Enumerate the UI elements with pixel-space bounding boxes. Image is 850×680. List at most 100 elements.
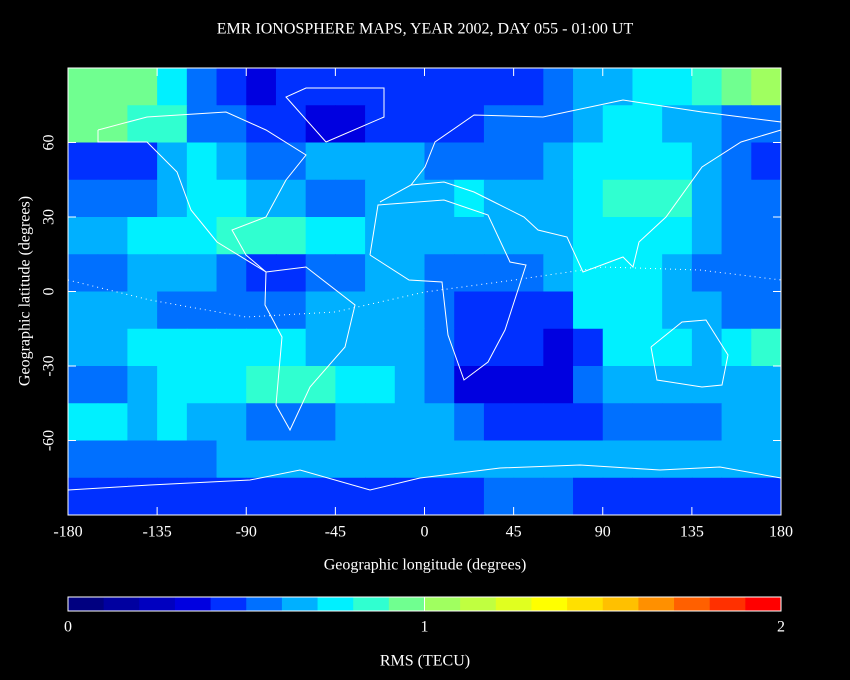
heatmap-cell bbox=[216, 440, 247, 479]
heatmap-cell bbox=[721, 217, 752, 255]
heatmap-cell bbox=[394, 254, 425, 292]
heatmap-cell bbox=[68, 440, 99, 479]
heatmap-cell bbox=[513, 217, 544, 255]
heatmap-cell bbox=[691, 477, 723, 516]
heatmap-cell bbox=[543, 477, 574, 516]
heatmap-cell bbox=[394, 142, 425, 181]
heatmap-cell bbox=[662, 403, 693, 441]
heatmap-cell bbox=[305, 366, 336, 404]
heatmap-cell bbox=[513, 477, 544, 516]
heatmap-cell bbox=[365, 179, 396, 218]
heatmap-cell bbox=[216, 217, 247, 255]
heatmap-cell bbox=[483, 366, 515, 404]
heatmap-cell bbox=[602, 142, 633, 181]
colorbar-label: RMS (TECU) bbox=[380, 653, 470, 670]
heatmap-cell bbox=[662, 328, 693, 367]
heatmap-cell bbox=[483, 440, 515, 479]
heatmap-cell bbox=[216, 328, 247, 367]
heatmap-cell bbox=[632, 68, 663, 106]
colorbar-swatch bbox=[495, 597, 532, 611]
heatmap-cell bbox=[632, 105, 663, 143]
heatmap-cell bbox=[216, 105, 247, 143]
heatmap-cell bbox=[691, 254, 723, 292]
heatmap-cell bbox=[246, 477, 277, 516]
heatmap-cell bbox=[68, 142, 99, 181]
colorbar-swatch bbox=[68, 597, 105, 611]
heatmap-cell bbox=[691, 179, 723, 218]
heatmap-cell bbox=[186, 142, 218, 181]
heatmap-cell bbox=[573, 217, 604, 255]
heatmap-cell bbox=[275, 440, 307, 479]
heatmap-cell bbox=[454, 179, 485, 218]
colorbar-swatch bbox=[567, 597, 604, 611]
heatmap-cell bbox=[68, 105, 99, 143]
heatmap-cell bbox=[216, 142, 247, 181]
heatmap-cell bbox=[721, 179, 752, 218]
heatmap-cell bbox=[483, 105, 515, 143]
heatmap-cell bbox=[127, 440, 158, 479]
heatmap-cell bbox=[454, 366, 485, 404]
x-tick-label: -90 bbox=[236, 524, 257, 541]
heatmap-cell bbox=[424, 440, 455, 479]
heatmap-cell bbox=[751, 179, 782, 218]
heatmap-cell bbox=[751, 68, 782, 106]
heatmap-cell bbox=[454, 68, 485, 106]
heatmap-cell bbox=[662, 291, 693, 330]
heatmap-cell bbox=[68, 403, 99, 441]
heatmap-cell bbox=[216, 403, 247, 441]
heatmap-cell bbox=[68, 328, 99, 367]
heatmap-cell bbox=[275, 179, 307, 218]
heatmap-cell bbox=[127, 217, 158, 255]
colorbar-swatch bbox=[388, 597, 425, 611]
x-tick-label: 180 bbox=[769, 524, 793, 541]
heatmap-cell bbox=[632, 328, 663, 367]
heatmap-cell bbox=[394, 403, 425, 441]
heatmap-cell bbox=[157, 403, 188, 441]
heatmap-cell bbox=[186, 68, 218, 106]
heatmap-cell bbox=[305, 403, 336, 441]
heatmap-cell bbox=[662, 217, 693, 255]
heatmap-cell bbox=[97, 403, 128, 441]
heatmap-cell bbox=[632, 179, 663, 218]
heatmap-cell bbox=[127, 142, 158, 181]
colorbar-swatch bbox=[424, 597, 461, 611]
heatmap-cell bbox=[513, 68, 544, 106]
heatmap-cell bbox=[691, 217, 723, 255]
heatmap-cell bbox=[216, 179, 247, 218]
heatmap-cell bbox=[483, 254, 515, 292]
colorbar-swatch bbox=[103, 597, 140, 611]
heatmap-cell bbox=[186, 291, 218, 330]
heatmap-cell bbox=[97, 105, 128, 143]
heatmap-cell bbox=[513, 403, 544, 441]
heatmap-cell bbox=[246, 254, 277, 292]
heatmap-cell bbox=[275, 217, 307, 255]
heatmap-cell bbox=[365, 291, 396, 330]
heatmap-cell bbox=[424, 403, 455, 441]
heatmap-cell bbox=[721, 142, 752, 181]
heatmap-cell bbox=[424, 179, 455, 218]
heatmap-cell bbox=[365, 403, 396, 441]
heatmap-cell bbox=[335, 328, 366, 367]
heatmap-cell bbox=[97, 440, 128, 479]
colorbar-swatch bbox=[210, 597, 247, 611]
heatmap-cell bbox=[602, 217, 633, 255]
heatmap-cell bbox=[68, 179, 99, 218]
heatmap-cell bbox=[365, 366, 396, 404]
heatmap-cell bbox=[97, 142, 128, 181]
heatmap-cell bbox=[127, 179, 158, 218]
heatmap-cell bbox=[216, 366, 247, 404]
heatmap-cell bbox=[246, 105, 277, 143]
heatmap-cell bbox=[365, 328, 396, 367]
heatmap-cell bbox=[602, 179, 633, 218]
heatmap-cell bbox=[335, 403, 366, 441]
heatmap-cell bbox=[216, 291, 247, 330]
heatmap-cell bbox=[275, 366, 307, 404]
heatmap-cell bbox=[662, 254, 693, 292]
heatmap-cell bbox=[394, 217, 425, 255]
heatmap-cell bbox=[186, 328, 218, 367]
heatmap-cell bbox=[573, 105, 604, 143]
heatmap-cell bbox=[543, 142, 574, 181]
heatmap-cell bbox=[186, 179, 218, 218]
heatmap-cell bbox=[97, 254, 128, 292]
heatmap-cell bbox=[543, 440, 574, 479]
